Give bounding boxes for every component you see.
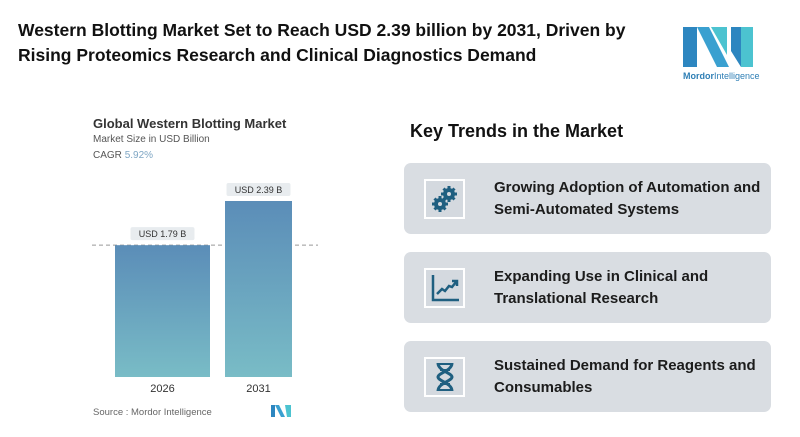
trend-card-clinical: Expanding Use in Clinical and Translatio… — [404, 252, 771, 323]
cagr-value: 5.92% — [124, 150, 154, 161]
source-logo-icon — [271, 405, 291, 417]
key-trends-heading: Key Trends in the Market — [410, 121, 624, 141]
chart-title: Global Western Blotting Market — [93, 116, 287, 131]
bar-2031 — [225, 201, 292, 377]
x-tick-label: 2026 — [150, 383, 174, 395]
growth-chart-icon — [424, 268, 465, 308]
gears-icon — [424, 179, 465, 219]
mordor-logo: MordorIntelligence — [683, 27, 763, 81]
chart-source: Source : Mordor Intelligence — [93, 407, 212, 418]
trend-card-automation: Growing Adoption of Automation and Semi-… — [404, 163, 771, 234]
bar-chart: USD 1.79 B 2026 USD 2.39 B 2031 — [92, 183, 318, 395]
bar-2026 — [115, 245, 210, 377]
cagr: CAGR 5.92% — [93, 150, 153, 161]
x-tick-label: 2031 — [246, 383, 270, 395]
trend-label: Sustained Demand for Reagents and Consum… — [494, 357, 756, 396]
trend-card-reagents: Sustained Demand for Reagents and Consum… — [404, 341, 771, 412]
mordor-logo-mark-icon — [683, 27, 753, 67]
data-label: USD 2.39 B — [235, 185, 283, 195]
chart-subtitle: Market Size in USD Billion — [93, 134, 210, 145]
trend-label: Expanding Use in Clinical and Translatio… — [494, 268, 709, 307]
logo-brand: Mordor — [683, 71, 714, 81]
cagr-label: CAGR — [93, 150, 122, 161]
page-title: Western Blotting Market Set to Reach USD… — [18, 20, 626, 65]
dna-icon — [424, 357, 465, 397]
trend-label: Growing Adoption of Automation and Semi-… — [494, 179, 761, 218]
logo-suffix: Intelligence — [714, 71, 760, 81]
data-label: USD 1.79 B — [139, 229, 187, 239]
data-label-box — [130, 227, 195, 241]
data-label-box — [226, 183, 291, 196]
